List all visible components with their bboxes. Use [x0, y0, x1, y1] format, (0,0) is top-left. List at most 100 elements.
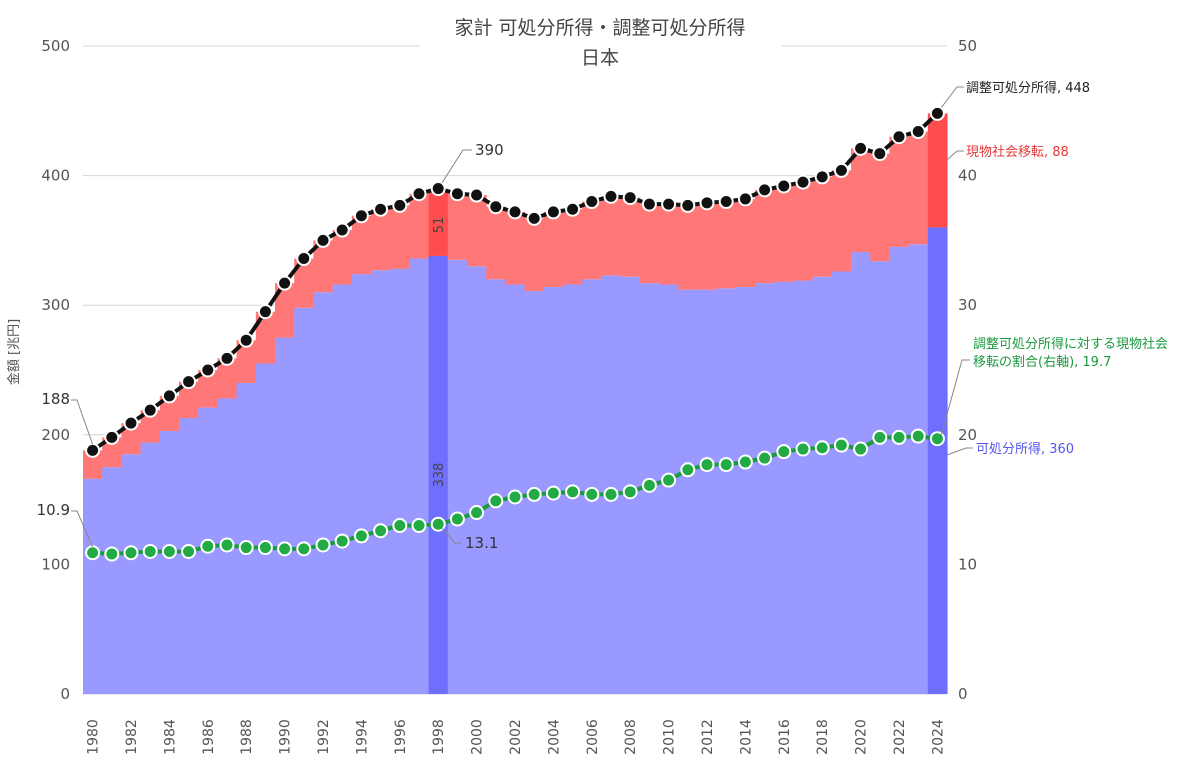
point-transfer-ratio — [737, 454, 753, 470]
point-transfer-ratio — [853, 441, 869, 457]
point-adjusted-income — [872, 146, 888, 162]
y-tick-label: 500 — [41, 37, 70, 55]
bar-social-transfer — [159, 395, 180, 431]
point-adjusted-income — [737, 191, 753, 207]
point-adjusted-income — [603, 188, 619, 204]
bar-social-transfer — [255, 311, 276, 364]
leader-line — [946, 447, 973, 456]
point-adjusted-income — [488, 199, 504, 215]
bar-social-transfer — [735, 198, 756, 288]
bar-social-transfer — [140, 410, 161, 443]
point-adjusted-income — [622, 190, 638, 206]
series-points — [85, 105, 945, 562]
point-adjusted-income — [334, 222, 350, 238]
annotations: 188 10.9 390 51 338 13.1 調整可処分所得, 448 現物社会移転, 8… — [37, 80, 1168, 552]
point-transfer-ratio — [680, 462, 696, 478]
bar-social-transfer — [543, 211, 564, 288]
bar-social-transfer — [755, 189, 775, 284]
point-transfer-ratio — [776, 444, 792, 460]
x-tick-label: 2018 — [815, 719, 831, 755]
bar-social-transfer — [313, 240, 334, 293]
x-tick-label: 2006 — [585, 719, 601, 755]
bar-social-transfer — [390, 205, 410, 269]
point-adjusted-income — [238, 332, 254, 348]
bar-social-transfer — [716, 201, 737, 289]
point-adjusted-income — [853, 140, 869, 156]
annotation-transfer-1998: 51 — [432, 217, 447, 234]
point-transfer-ratio — [85, 545, 101, 561]
bar-social-transfer — [198, 370, 218, 408]
point-transfer-ratio — [449, 511, 465, 527]
bar-social-transfer — [409, 193, 430, 259]
annotation-disp-last: 可処分所得, 360 — [976, 441, 1074, 457]
annotation-adj-1998: 390 — [475, 141, 504, 159]
bar-disposable-income — [102, 467, 122, 694]
bar-disposable-income — [812, 276, 833, 694]
annotation-adj-last: 調整可処分所得, 448 — [966, 80, 1090, 96]
point-transfer-ratio — [373, 523, 389, 539]
point-adjusted-income — [929, 105, 945, 121]
point-transfer-ratio — [411, 518, 427, 534]
bar-social-transfer — [179, 381, 199, 418]
point-adjusted-income — [142, 402, 158, 418]
bar-social-transfer — [217, 358, 238, 399]
y2-tick-label: 20 — [958, 426, 977, 444]
point-transfer-ratio — [469, 505, 485, 521]
annotation-ratio-1998: 13.1 — [465, 534, 498, 552]
x-tick-label: 2014 — [738, 719, 754, 755]
annotation-disp-1998: 338 — [432, 463, 447, 488]
bar-social-transfer — [428, 189, 449, 256]
annotation-transfer-last: 現物社会移転, 88 — [966, 144, 1069, 160]
right-axis-ticks: 0 10 20 30 40 50 — [958, 37, 977, 703]
bar-social-transfer — [889, 136, 910, 247]
bar-disposable-income — [678, 289, 698, 694]
point-adjusted-income — [526, 210, 542, 226]
y-tick-label: 200 — [41, 426, 70, 444]
x-tick-label: 2016 — [777, 719, 793, 755]
bar-social-transfer — [351, 215, 372, 275]
bar-disposable-income — [486, 279, 506, 694]
point-adjusted-income — [641, 196, 657, 212]
bar-disposable-income — [390, 268, 410, 694]
point-adjusted-income — [85, 442, 101, 458]
point-adjusted-income — [680, 197, 696, 213]
bar-social-transfer — [851, 148, 871, 253]
y2-tick-label: 50 — [958, 37, 977, 55]
point-transfer-ratio — [334, 533, 350, 549]
point-adjusted-income — [469, 187, 485, 203]
point-transfer-ratio — [699, 457, 715, 473]
point-transfer-ratio — [584, 486, 600, 502]
annotation-adj-first: 188 — [41, 390, 70, 408]
bar-social-transfer — [659, 204, 679, 285]
x-tick-label: 1992 — [316, 719, 332, 755]
point-transfer-ratio — [833, 437, 849, 453]
bar-disposable-income — [755, 283, 775, 694]
leader-line — [941, 86, 964, 108]
point-adjusted-income — [392, 197, 408, 213]
bar-disposable-income — [255, 363, 276, 694]
point-transfer-ratio — [565, 484, 581, 500]
point-adjusted-income — [411, 186, 427, 202]
point-transfer-ratio — [430, 516, 446, 532]
bar-disposable-income — [409, 258, 430, 694]
point-transfer-ratio — [814, 440, 830, 456]
leader-line — [71, 399, 94, 445]
x-tick-label: 1988 — [239, 719, 255, 755]
bar-disposable-income — [83, 478, 103, 694]
bar-social-transfer — [524, 218, 545, 291]
bar-disposable-income — [774, 281, 794, 694]
bar-disposable-income — [793, 280, 814, 694]
leader-line — [441, 527, 462, 544]
bar-social-transfer — [620, 197, 641, 277]
point-transfer-ratio — [392, 518, 408, 534]
x-tick-label: 1982 — [124, 719, 140, 755]
bar-social-transfer — [505, 211, 526, 285]
point-adjusted-income — [910, 124, 926, 140]
point-transfer-ratio — [641, 477, 657, 493]
point-transfer-ratio — [200, 538, 216, 554]
bar-disposable-income — [831, 271, 852, 694]
x-tick-label: 2020 — [854, 719, 870, 755]
point-adjusted-income — [565, 201, 581, 217]
bar-social-transfer — [294, 258, 314, 308]
